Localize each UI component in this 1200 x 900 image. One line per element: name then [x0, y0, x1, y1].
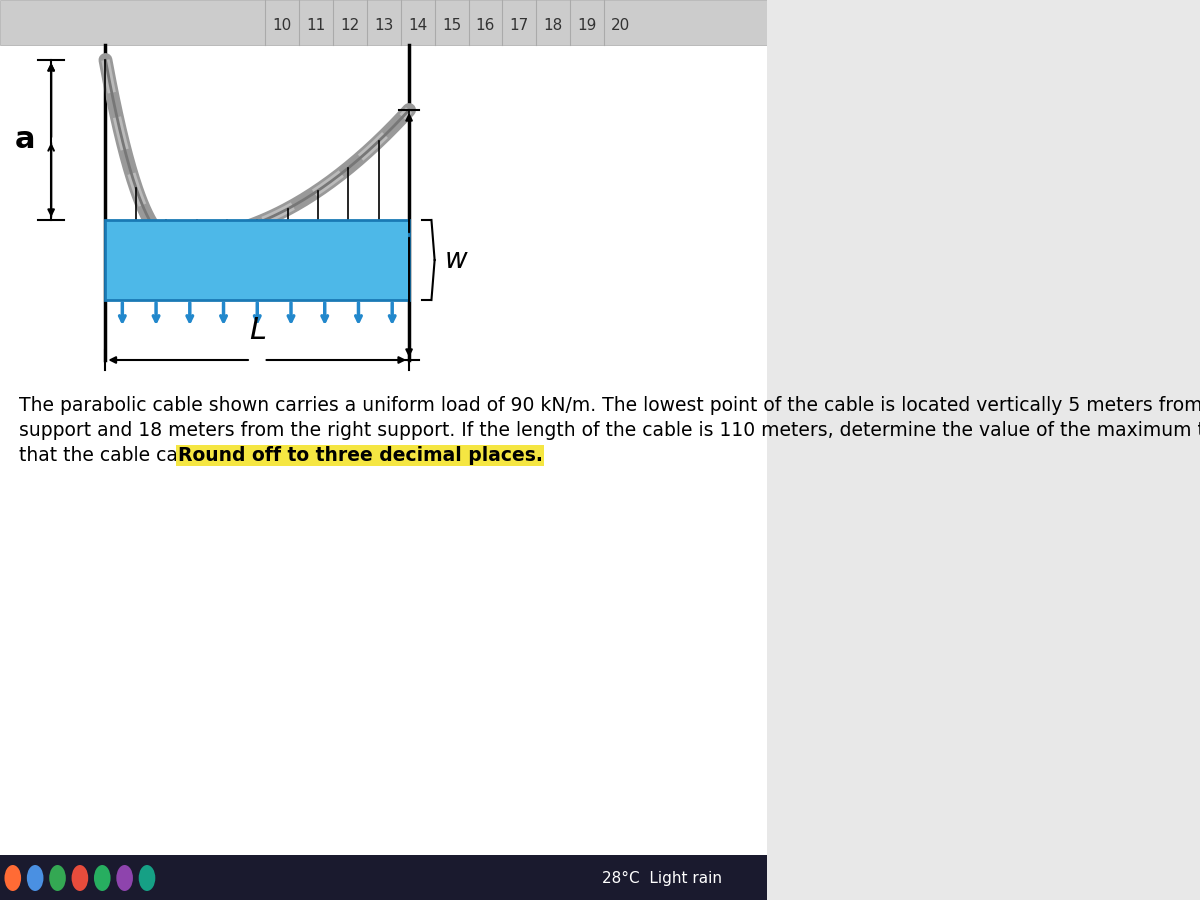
Text: that the cable can withstand.: that the cable can withstand. — [19, 446, 300, 465]
Circle shape — [26, 865, 43, 891]
Circle shape — [116, 865, 133, 891]
Text: 16: 16 — [475, 17, 496, 32]
Text: L: L — [248, 316, 265, 345]
Text: Round off to three decimal places.: Round off to three decimal places. — [178, 446, 542, 465]
Text: a: a — [14, 125, 35, 155]
Circle shape — [72, 865, 89, 891]
Text: The parabolic cable shown carries a uniform load of 90 kN/m. The lowest point of: The parabolic cable shown carries a unif… — [19, 396, 1200, 415]
Circle shape — [139, 865, 155, 891]
Text: w: w — [444, 246, 467, 274]
Circle shape — [49, 865, 66, 891]
Text: 11: 11 — [306, 17, 325, 32]
Bar — [0, 855, 767, 900]
Text: 19: 19 — [577, 17, 596, 32]
Circle shape — [94, 865, 110, 891]
Text: 17: 17 — [510, 17, 529, 32]
Text: 28°C  Light rain: 28°C Light rain — [602, 870, 722, 886]
Circle shape — [5, 865, 22, 891]
Text: 14: 14 — [408, 17, 427, 32]
Text: 10: 10 — [272, 17, 292, 32]
Bar — [0, 0, 556, 480]
Text: 15: 15 — [442, 17, 461, 32]
Text: 20: 20 — [611, 17, 630, 32]
Text: support and 18 meters from the right support. If the length of the cable is 110 : support and 18 meters from the right sup… — [19, 421, 1200, 440]
Text: 13: 13 — [374, 17, 394, 32]
Text: 12: 12 — [341, 17, 360, 32]
Text: 18: 18 — [544, 17, 563, 32]
Bar — [106, 220, 409, 300]
Bar — [0, 0, 767, 45]
